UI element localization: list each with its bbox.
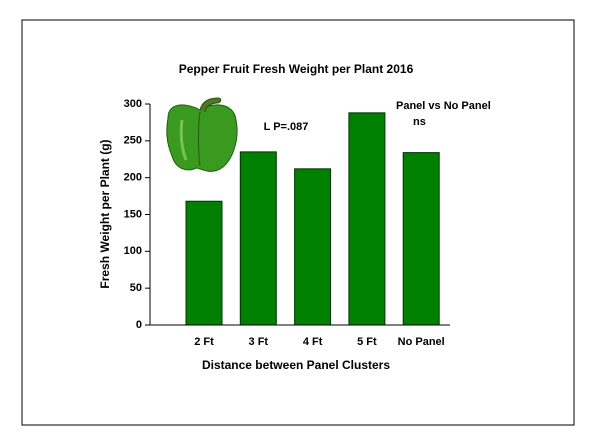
bar bbox=[348, 112, 386, 326]
y-tick-label: 150 bbox=[124, 208, 142, 220]
y-axis-label: Fresh Weight per Plant (g) bbox=[98, 139, 112, 288]
bar bbox=[402, 152, 440, 326]
y-tick-label: 100 bbox=[124, 245, 142, 257]
x-tick-label: 2 Ft bbox=[194, 336, 214, 348]
x-tick-label: 3 Ft bbox=[249, 336, 269, 348]
x-axis-label: Distance between Panel Clusters bbox=[202, 358, 390, 372]
y-tick-label: 250 bbox=[124, 135, 142, 147]
bar bbox=[239, 151, 277, 326]
annotation: ns bbox=[413, 116, 426, 128]
y-tick-label: 0 bbox=[136, 319, 142, 331]
bar bbox=[185, 200, 223, 326]
y-tick-label: 50 bbox=[130, 282, 142, 294]
y-tick-label: 300 bbox=[124, 98, 142, 110]
annotation: L P=.087 bbox=[264, 121, 309, 133]
x-tick-label: 4 Ft bbox=[303, 336, 323, 348]
pepper-image bbox=[166, 97, 238, 172]
y-tick-label: 200 bbox=[124, 172, 142, 184]
x-tick-label: No Panel bbox=[398, 336, 445, 348]
chart-title: Pepper Fruit Fresh Weight per Plant 2016 bbox=[179, 62, 414, 76]
annotation: Panel vs No Panel bbox=[396, 100, 491, 112]
bar bbox=[294, 168, 332, 326]
x-tick-label: 5 Ft bbox=[357, 336, 377, 348]
